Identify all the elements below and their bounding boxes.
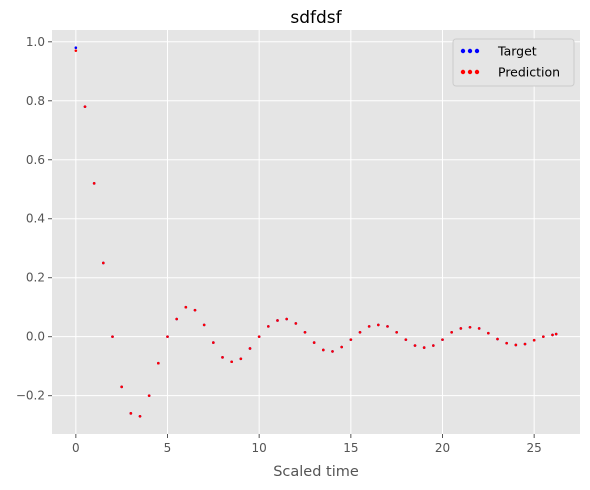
data-point bbox=[230, 360, 233, 363]
legend-marker bbox=[461, 49, 465, 53]
x-axis: 0 5 10 15 20 25 bbox=[72, 434, 542, 455]
data-point bbox=[258, 335, 261, 338]
data-point bbox=[212, 341, 215, 344]
data-point bbox=[460, 327, 463, 330]
x-tick-label: 25 bbox=[527, 441, 542, 455]
data-point bbox=[130, 412, 133, 415]
data-point bbox=[368, 325, 371, 328]
data-point bbox=[194, 309, 197, 312]
data-point bbox=[148, 394, 151, 397]
x-tick-label: 15 bbox=[343, 441, 358, 455]
data-point bbox=[423, 346, 426, 349]
data-point bbox=[405, 338, 408, 341]
data-point bbox=[515, 344, 518, 347]
data-point bbox=[313, 341, 316, 344]
y-tick-label: 0.2 bbox=[26, 271, 45, 285]
data-point bbox=[555, 333, 558, 336]
data-point bbox=[395, 331, 398, 334]
data-point bbox=[331, 350, 334, 353]
legend-label: Prediction bbox=[498, 65, 560, 80]
chart-title: sdfdsf bbox=[290, 8, 342, 28]
data-point bbox=[203, 324, 206, 327]
x-tick-label: 10 bbox=[252, 441, 267, 455]
data-point bbox=[322, 349, 325, 352]
data-point bbox=[93, 182, 96, 185]
data-point bbox=[102, 262, 105, 265]
data-point bbox=[166, 335, 169, 338]
data-point bbox=[414, 344, 417, 347]
data-point bbox=[84, 105, 87, 108]
data-point bbox=[359, 331, 362, 334]
y-tick-label: 1.0 bbox=[26, 35, 45, 49]
data-point bbox=[120, 386, 123, 389]
y-tick-label: 0.0 bbox=[26, 330, 45, 344]
y-tick-label: 0.6 bbox=[26, 153, 45, 167]
y-axis: −0.2 0.0 0.2 0.4 0.6 0.8 1.0 bbox=[16, 35, 52, 403]
legend: Target Prediction bbox=[453, 39, 574, 86]
data-point bbox=[139, 415, 142, 418]
y-tick-label: 0.4 bbox=[26, 212, 45, 226]
data-point bbox=[304, 331, 307, 334]
data-point bbox=[240, 358, 243, 361]
data-point bbox=[75, 49, 78, 52]
legend-label: Target bbox=[497, 44, 537, 59]
data-point bbox=[450, 331, 453, 334]
data-point bbox=[377, 324, 380, 327]
x-tick-label: 20 bbox=[435, 441, 450, 455]
data-point bbox=[533, 339, 536, 342]
data-point bbox=[478, 327, 481, 330]
data-point bbox=[350, 338, 353, 341]
data-point bbox=[469, 326, 472, 329]
y-tick-label: 0.8 bbox=[26, 94, 45, 108]
x-tick-label: 0 bbox=[72, 441, 80, 455]
data-point bbox=[157, 362, 160, 365]
data-point bbox=[295, 322, 298, 325]
data-point bbox=[267, 325, 270, 328]
legend-marker bbox=[461, 70, 465, 74]
data-point bbox=[386, 325, 389, 328]
data-point bbox=[75, 46, 78, 49]
plot-area bbox=[52, 30, 580, 434]
data-point bbox=[496, 338, 499, 341]
data-point bbox=[524, 343, 527, 346]
legend-marker bbox=[468, 49, 472, 53]
data-point bbox=[551, 334, 554, 337]
legend-marker bbox=[475, 49, 479, 53]
data-point bbox=[441, 338, 444, 341]
legend-marker bbox=[468, 70, 472, 74]
y-tick-label: −0.2 bbox=[16, 389, 45, 403]
data-point bbox=[221, 356, 224, 359]
data-point bbox=[285, 318, 288, 321]
data-point bbox=[249, 347, 252, 350]
data-point bbox=[542, 335, 545, 338]
data-point bbox=[432, 344, 435, 347]
legend-marker bbox=[475, 70, 479, 74]
x-axis-label: Scaled time bbox=[273, 464, 359, 480]
data-point bbox=[111, 335, 114, 338]
data-point bbox=[276, 319, 279, 322]
data-point bbox=[185, 306, 188, 309]
data-point bbox=[505, 342, 508, 345]
x-tick-label: 5 bbox=[164, 441, 172, 455]
data-point bbox=[340, 346, 343, 349]
data-point bbox=[175, 318, 178, 321]
data-point bbox=[487, 332, 490, 335]
